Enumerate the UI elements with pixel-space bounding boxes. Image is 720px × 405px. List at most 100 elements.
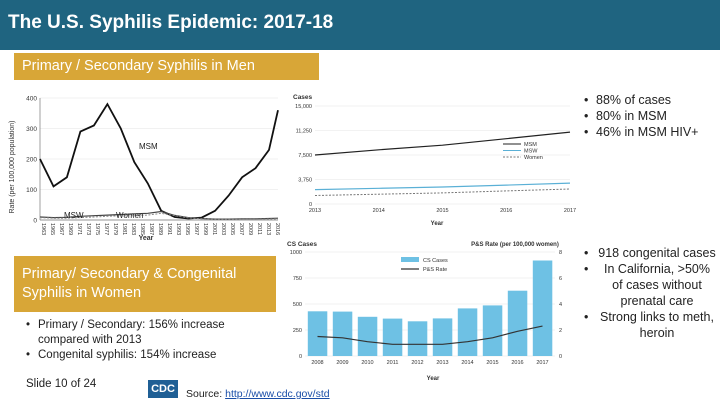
x-tick-label: 2017 (536, 360, 548, 366)
series-line-women (314, 188, 571, 196)
x-tick-label: 1973 (85, 223, 91, 235)
source-link[interactable]: http://www.cdc.gov/std (225, 388, 330, 400)
y-tick-label: 750 (293, 276, 302, 282)
bullet-item: Congenital syphilis: 154% increase (26, 348, 276, 363)
series-line-msm (39, 102, 279, 220)
bar-cs-cases (432, 318, 453, 356)
x-tick-label: 2013 (309, 208, 321, 214)
x-tick-label: 1985 (139, 223, 145, 235)
y-tick-label: 500 (293, 302, 302, 308)
congenital-bullets: 918 congenital cases In California, >50%… (584, 245, 716, 341)
y-tick-label: 3,750 (298, 178, 312, 184)
x-tick-label: 2016 (274, 223, 280, 235)
bar-cs-cases (357, 316, 378, 356)
bullet-item: 88% of cases (584, 92, 714, 108)
women-section-label-text: Primary/ Secondary & Congenital Syphilis… (22, 266, 237, 301)
legend-label: MSM (524, 142, 537, 148)
x-tick-label: 1995 (184, 223, 190, 235)
title-bar: The U.S. Syphilis Epidemic: 2017-18 (0, 0, 720, 50)
y-tick-label: 300 (26, 126, 37, 133)
women-bullets: Primary / Secondary: 156% increase compa… (26, 318, 276, 363)
right-axis-title: P&S Rate (per 100,000 women) (471, 242, 559, 248)
bar-cs-cases (482, 305, 503, 356)
men-section-label: Primary / Secondary Syphilis in Men (14, 53, 319, 80)
x-tick-label: 1963 (40, 223, 46, 235)
bullet-item: 80% in MSM (584, 108, 714, 124)
congenital-syphilis-chart: CS Cases P&S Rate (per 100,000 women) 0 2… (283, 240, 583, 385)
series-line-msw (39, 210, 279, 220)
bar-cs-cases (307, 311, 328, 356)
bar-cs-cases (407, 321, 428, 356)
x-tick-label: 2005 (229, 223, 235, 235)
men-section-label-text: Primary / Secondary Syphilis in Men (22, 58, 255, 74)
y-axis-label: Rate (per 100,000 population) (9, 120, 16, 213)
x-tick-label: 1969 (67, 223, 73, 235)
y-tick-label: 400 (26, 96, 37, 103)
y-tick-label: 7,500 (298, 153, 312, 159)
x-tick-label: 1979 (112, 223, 118, 235)
bar-cs-cases (382, 318, 403, 356)
x-tick-label: 1971 (76, 223, 82, 235)
x-tick-label: 2013 (265, 223, 271, 235)
legend-swatch (401, 257, 419, 262)
series-line-ps-rate (317, 325, 543, 345)
x-axis-label: Year (139, 235, 154, 242)
annotation-msm: MSM (139, 142, 158, 151)
y-tick-label: 11,250 (296, 129, 312, 135)
x-tick-label: 1965 (49, 223, 55, 235)
x-tick-label: 2009 (247, 223, 253, 235)
y2-tick-label: 8 (559, 250, 562, 256)
cases-chart: Cases 0 3,750 7,500 11,250 15,000 2013 2014 201… (285, 92, 580, 227)
men-bullets: 88% of cases 80% in MSM 46% in MSM HIV+ (584, 92, 714, 140)
x-tick-label: 1975 (94, 223, 100, 235)
annotation-msw: MSW (64, 211, 84, 220)
x-tick-label: 2015 (436, 208, 448, 214)
bar-cs-cases (457, 308, 478, 356)
x-tick-label: 2017 (564, 208, 576, 214)
y-tick-label: 200 (26, 157, 37, 164)
x-tick-label: 2011 (387, 360, 399, 366)
legend-label: CS Cases (423, 258, 448, 264)
x-tick-label: 2016 (511, 360, 523, 366)
x-tick-label: 1981 (121, 223, 127, 235)
y2-tick-label: 0 (559, 354, 562, 360)
left-axis-title: CS Cases (287, 241, 317, 248)
bullet-item: Strong links to meth, heroin (584, 309, 716, 341)
y2-tick-label: 6 (559, 276, 562, 282)
y2-tick-label: 2 (559, 328, 562, 334)
bar-cs-cases (332, 311, 353, 356)
y-tick-label: 100 (26, 187, 37, 194)
women-section-label: Primary/ Secondary & Congenital Syphilis… (14, 256, 276, 312)
x-tick-label: 2013 (436, 360, 448, 366)
x-tick-label: 2007 (238, 223, 244, 235)
x-axis-label: Year (427, 376, 440, 382)
x-tick-label: 1999 (202, 223, 208, 235)
x-tick-label: 2014 (373, 208, 385, 214)
slide-title: The U.S. Syphilis Epidemic: 2017-18 (8, 12, 334, 33)
cases-chart-title: Cases (293, 94, 313, 101)
y-tick-label: 0 (309, 202, 312, 208)
legend-label: P&S Rate (423, 267, 447, 273)
y-tick-label: 250 (293, 328, 302, 334)
x-tick-label: 1991 (166, 223, 172, 235)
x-tick-label: 2008 (311, 360, 323, 366)
x-tick-label: 1993 (175, 223, 181, 235)
x-tick-label: 2001 (211, 223, 217, 235)
x-tick-label: 2010 (361, 360, 373, 366)
series-line-msm (314, 131, 571, 156)
bullet-item: 46% in MSM HIV+ (584, 124, 714, 140)
legend-label: MSW (524, 149, 538, 155)
series-line-msw (314, 182, 571, 191)
x-tick-label: 1997 (193, 223, 199, 235)
x-tick-label: 1967 (58, 223, 64, 235)
x-tick-label: 2016 (500, 208, 512, 214)
bar-cs-cases (507, 290, 528, 356)
x-tick-label: 1989 (157, 223, 163, 235)
x-tick-label: 2014 (461, 360, 473, 366)
annotation-women: Women (116, 211, 143, 220)
x-tick-label: 2015 (486, 360, 498, 366)
bullet-item: Primary / Secondary: 156% increase compa… (26, 318, 276, 348)
x-tick-label: 1977 (103, 223, 109, 235)
y-tick-label: 15,000 (295, 104, 312, 110)
